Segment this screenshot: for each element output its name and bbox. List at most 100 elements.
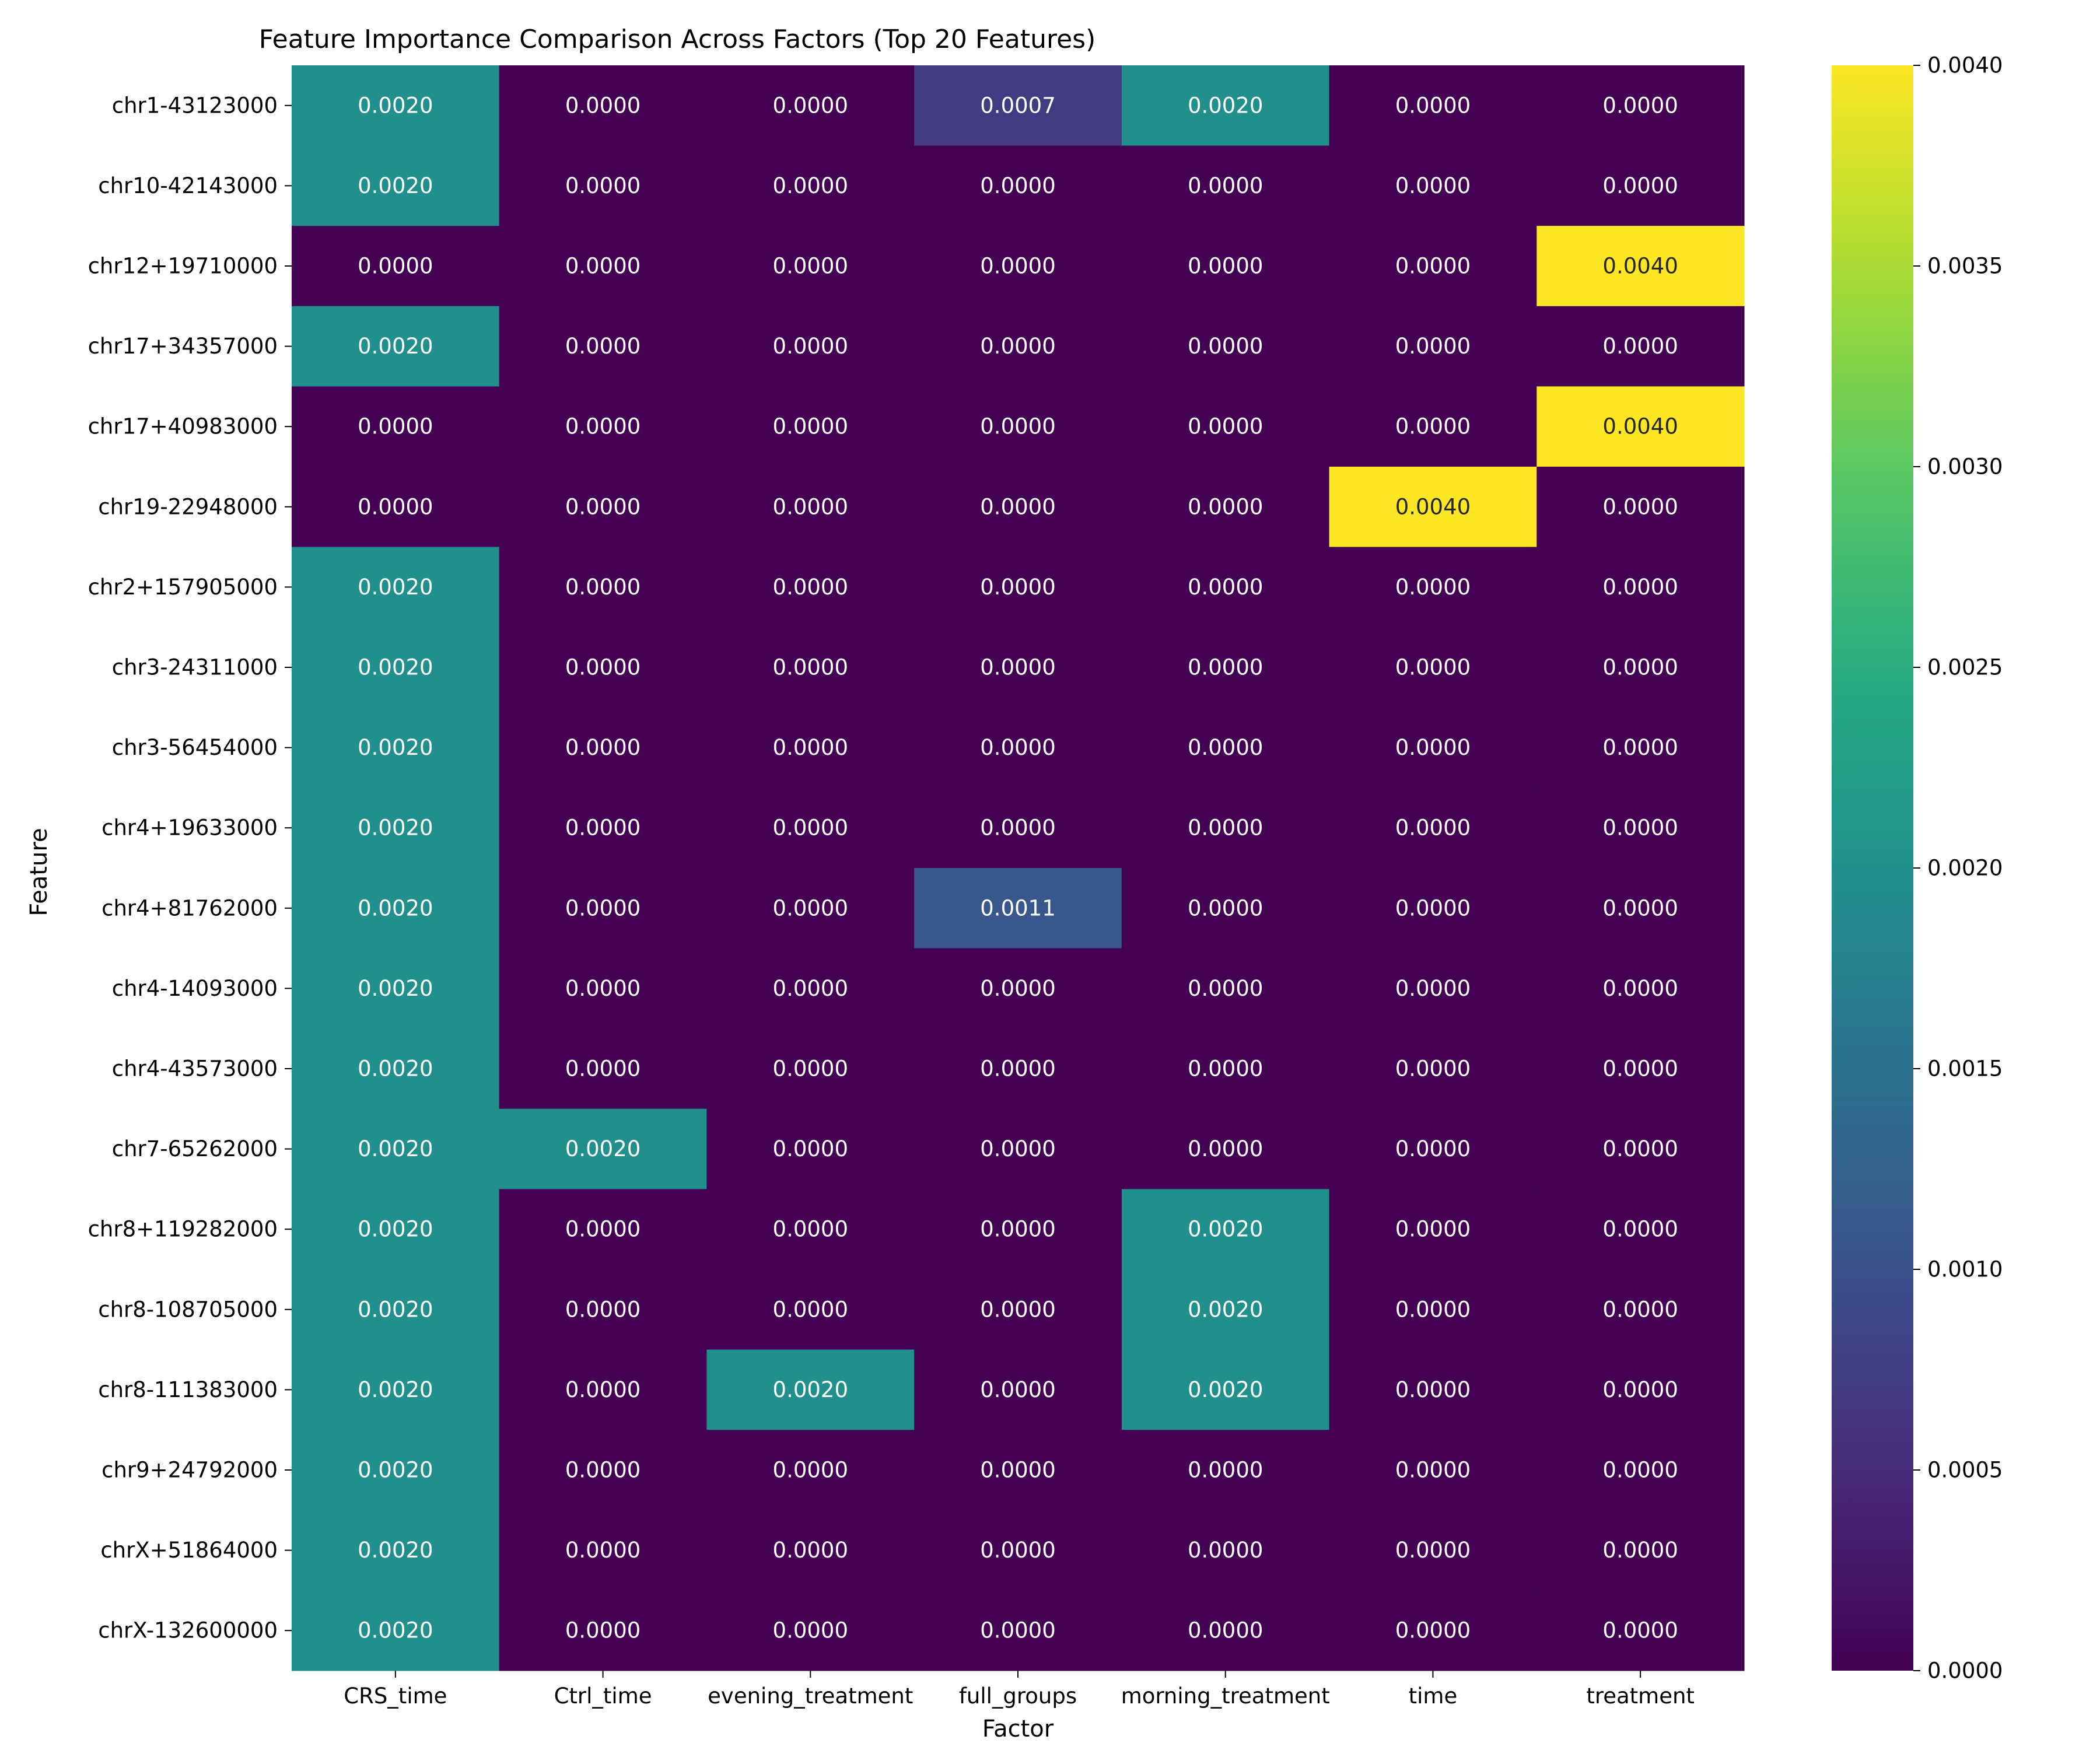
cell-value-label: 0.0000: [1395, 1217, 1471, 1242]
heatmap-cell: [1121, 1430, 1330, 1511]
cell-value-label: 0.0000: [1188, 895, 1263, 921]
cell-value-label: 0.0020: [358, 655, 433, 680]
heatmap-cell: [914, 1269, 1122, 1350]
cell-value-label: 0.0000: [1395, 735, 1471, 760]
heatmap-cell: [292, 1590, 500, 1671]
cell-value-label: 0.0000: [1395, 816, 1471, 841]
colorbar-tick-label: 0.0020: [1927, 856, 2003, 881]
heatmap-cell: [914, 1108, 1122, 1189]
heatmap-cell: [292, 1510, 500, 1591]
cell-value-label: 0.0020: [358, 735, 433, 760]
y-tick-label: chr17+34357000: [88, 334, 278, 359]
cell-value-label: 0.0000: [773, 655, 848, 680]
cell-value-label: 0.0000: [565, 976, 640, 1001]
heatmap-cell: [499, 1430, 707, 1511]
heatmap-cell: [706, 868, 915, 949]
cell-value-label: 0.0000: [773, 816, 848, 841]
heatmap-cell: [1121, 1028, 1330, 1110]
cell-value-label: 0.0000: [565, 414, 640, 439]
heatmap-cell: [1536, 306, 1745, 387]
heatmap-cell: [1121, 948, 1330, 1029]
cell-value-label: 0.0000: [1188, 1618, 1263, 1643]
cell-value-label: 0.0000: [1602, 976, 1678, 1001]
cell-value-label: 0.0000: [1395, 895, 1471, 921]
cell-value-label: 0.0000: [1188, 1538, 1263, 1563]
heatmap-cell: [1121, 145, 1330, 226]
cell-value-label: 0.0000: [1395, 655, 1471, 680]
cell-value-label: 0.0000: [1395, 93, 1471, 118]
cell-value-label: 0.0000: [1395, 173, 1471, 198]
cell-value-label: 0.0040: [1602, 254, 1678, 279]
heatmap-cell: [1536, 145, 1745, 226]
heatmap-cell: [1329, 547, 1537, 628]
heatmap-cell: [499, 226, 707, 307]
heatmap-cell: [706, 145, 915, 226]
cell-value-label: 0.0000: [773, 254, 848, 279]
heatmap-cell: [499, 627, 707, 708]
heatmap-cell: [499, 1590, 707, 1671]
cell-value-label: 0.0000: [565, 575, 640, 600]
cell-value-label: 0.0000: [1395, 575, 1471, 600]
heatmap-cell: [706, 627, 915, 708]
heatmap-cell: [1536, 868, 1745, 949]
heatmap-cell: [292, 1430, 500, 1511]
heatmap-cell: [292, 1269, 500, 1350]
heatmap-cell: [1536, 1108, 1745, 1189]
heatmap-cell: [706, 226, 915, 307]
x-tick-label: evening_treatment: [708, 1684, 913, 1709]
heatmap-cell: [1121, 1189, 1330, 1270]
cell-value-label: 0.0000: [1395, 334, 1471, 359]
colorbar-tick-label: 0.0040: [1927, 53, 2003, 78]
heatmap-cell: [706, 948, 915, 1029]
heatmap-cell: [499, 1028, 707, 1110]
heatmap-cell: [292, 547, 500, 628]
cell-value-label: 0.0000: [980, 976, 1055, 1001]
cell-value-label: 0.0000: [773, 93, 848, 118]
cell-value-label: 0.0000: [1602, 1217, 1678, 1242]
colorbar-tick-label: 0.0025: [1927, 655, 2003, 680]
cell-value-label: 0.0000: [1188, 816, 1263, 841]
heatmap-cell: [706, 1189, 915, 1270]
cell-value-label: 0.0000: [565, 173, 640, 198]
heatmap-cell: [1121, 226, 1330, 307]
heatmap-cell: [914, 1590, 1122, 1671]
cell-value-label: 0.0000: [1395, 254, 1471, 279]
heatmap-cell: [499, 707, 707, 788]
heatmap-cell: [1329, 948, 1537, 1029]
cell-value-label: 0.0000: [1602, 895, 1678, 921]
cell-value-label: 0.0020: [358, 895, 433, 921]
cell-value-label: 0.0000: [1188, 1136, 1263, 1161]
cell-value-label: 0.0000: [1602, 1056, 1678, 1082]
cell-value-label: 0.0000: [1602, 334, 1678, 359]
heatmap-cell: [1536, 1028, 1745, 1110]
heatmap-cell: [499, 788, 707, 869]
heatmap-cell: [1121, 1108, 1330, 1189]
cell-value-label: 0.0000: [1602, 1136, 1678, 1161]
cell-value-label: 0.0000: [1395, 1618, 1471, 1643]
cell-value-label: 0.0040: [1395, 494, 1471, 519]
heatmap-cell: [1121, 1269, 1330, 1350]
y-tick-label: chr4-43573000: [112, 1056, 278, 1082]
heatmap-cell: [1329, 145, 1537, 226]
heatmap-cell: [1536, 386, 1745, 467]
heatmap-cell: [1121, 65, 1330, 146]
x-tick-label: Ctrl_time: [554, 1684, 652, 1709]
heatmap-cell: [499, 1510, 707, 1591]
heatmap-cell: [1536, 627, 1745, 708]
heatmap-cell: [1536, 467, 1745, 548]
heatmap-cell: [1536, 1590, 1745, 1671]
cell-value-label: 0.0000: [1602, 1538, 1678, 1563]
cell-value-label: 0.0000: [565, 655, 640, 680]
heatmap-cell: [292, 386, 500, 467]
cell-value-label: 0.0000: [565, 1297, 640, 1322]
heatmap-cell: [499, 1269, 707, 1350]
heatmap-cell: [1536, 1189, 1745, 1270]
cell-value-label: 0.0000: [1602, 1458, 1678, 1483]
y-tick-label: chr12+19710000: [88, 254, 278, 279]
cell-value-label: 0.0000: [1395, 1538, 1471, 1563]
heatmap-cell: [499, 145, 707, 226]
x-axis-label: Factor: [982, 1716, 1054, 1742]
heatmap-cell: [292, 627, 500, 708]
cell-value-label: 0.0000: [773, 1538, 848, 1563]
heatmap-cell: [914, 65, 1122, 146]
